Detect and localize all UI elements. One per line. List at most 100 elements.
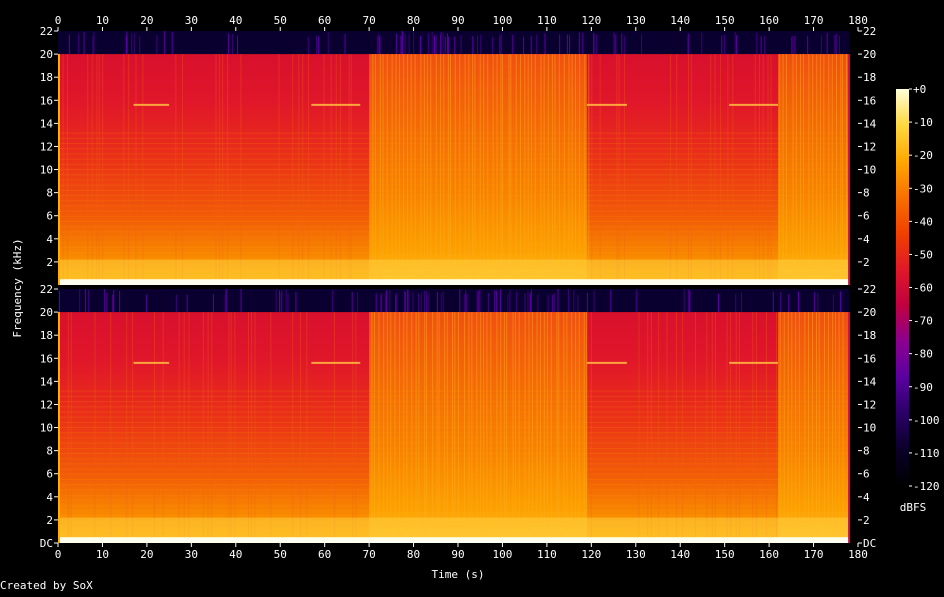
y-tick-label-left: 22	[40, 25, 53, 38]
channel-2-panel	[58, 289, 858, 543]
channel-1-panel	[58, 31, 858, 285]
x-tick-label-bottom: 40	[229, 548, 242, 561]
x-tick-label-bottom: 70	[362, 548, 375, 561]
x-tick-label-bottom: 50	[274, 548, 287, 561]
y-tick-label-right: 6	[863, 210, 870, 223]
y-tick-label-left: 12	[40, 398, 53, 411]
x-tick-label-bottom: 170	[804, 548, 824, 561]
x-tick-label-bottom: 100	[493, 548, 513, 561]
x-tick-label-bottom: 110	[537, 548, 557, 561]
post-audio-silence	[849, 31, 858, 285]
dc-band	[58, 537, 850, 543]
y-tick-label-right: 4	[863, 233, 870, 246]
y-tick-label-right: 4	[863, 491, 870, 504]
x-tick-label-top: 0	[55, 14, 62, 27]
y-tick-label-right: 12	[863, 140, 876, 153]
loud-section	[778, 312, 850, 543]
loud-section	[778, 54, 850, 285]
y-tick-label-right: 6	[863, 468, 870, 481]
colorbar-tick-label: -20	[913, 149, 933, 162]
y-tick-label-left: DC	[40, 537, 53, 550]
x-tick-label-bottom: 160	[759, 548, 779, 561]
y-tick-label-left: 14	[40, 375, 54, 388]
y-tick-label-left: 18	[40, 329, 53, 342]
footer-credit: Created by SoX	[0, 579, 93, 592]
x-tick-label-top: 100	[493, 14, 513, 27]
y-tick-label-right: 2	[863, 256, 870, 269]
x-tick-label-bottom: 150	[715, 548, 735, 561]
y-tick-label-right: 20	[863, 48, 876, 61]
x-tick-label-top: 170	[804, 14, 824, 27]
x-tick-label-top: 10	[96, 14, 109, 27]
y-tick-label-left: 6	[46, 468, 53, 481]
colorbar-label: dBFS	[900, 501, 927, 514]
x-tick-label-top: 110	[537, 14, 557, 27]
y-tick-label-left: 16	[40, 352, 53, 365]
x-tick-label-bottom: 90	[451, 548, 464, 561]
y-tick-label-left: 8	[46, 187, 53, 200]
above-cutoff-region	[58, 31, 858, 55]
x-tick-label-bottom: 10	[96, 548, 109, 561]
x-tick-label-top: 30	[185, 14, 198, 27]
y-tick-label-right: 20	[863, 306, 876, 319]
y-tick-label-right: 18	[863, 71, 876, 84]
x-tick-label-top: 90	[451, 14, 464, 27]
y-tick-label-left: 2	[46, 256, 53, 269]
above-cutoff-region	[58, 289, 858, 313]
colorbar-tick-label: +0	[913, 83, 926, 96]
x-tick-label-bottom: 120	[581, 548, 601, 561]
y-tick-label-right: 14	[863, 375, 877, 388]
y-tick-label-right: 16	[863, 94, 876, 107]
x-tick-label-bottom: 180	[848, 548, 868, 561]
x-tick-label-bottom: 0	[55, 548, 62, 561]
x-tick-label-top: 180	[848, 14, 868, 27]
start-edge	[58, 312, 60, 543]
colorbar-tick-label: -90	[913, 381, 933, 394]
y-tick-label-left: 20	[40, 48, 53, 61]
y-tick-label-left: 8	[46, 445, 53, 458]
colorbar-tick-label: -60	[913, 282, 933, 295]
x-tick-label-top: 70	[362, 14, 375, 27]
y-tick-label-left: 10	[40, 422, 53, 435]
colorbar-tick-label: -110	[913, 447, 940, 460]
y-tick-label-right: 10	[863, 164, 876, 177]
x-tick-label-bottom: 130	[626, 548, 646, 561]
x-tick-label-bottom: 20	[140, 548, 153, 561]
y-tick-label-right: 18	[863, 329, 876, 342]
y-tick-label-left: 4	[46, 491, 53, 504]
y-tick-label-right: 2	[863, 514, 870, 527]
post-audio-silence	[849, 289, 858, 543]
y-tick-label-left: 2	[46, 514, 53, 527]
x-tick-label-top: 140	[670, 14, 690, 27]
colorbar	[896, 89, 909, 486]
x-tick-label-top: 60	[318, 14, 331, 27]
x-tick-label-bottom: 80	[407, 548, 420, 561]
y-tick-label-right: DC	[863, 537, 876, 550]
colorbar-tick-label: -30	[913, 182, 933, 195]
y-tick-label-right: 22	[863, 283, 876, 296]
y-tick-label-right: 12	[863, 398, 876, 411]
x-axis-label: Time (s)	[432, 568, 485, 581]
loud-section	[369, 54, 587, 285]
colorbar-tick-label: -10	[913, 116, 933, 129]
x-tick-label-top: 50	[274, 14, 287, 27]
y-tick-label-left: 16	[40, 94, 53, 107]
x-tick-label-top: 20	[140, 14, 153, 27]
dc-band	[58, 279, 850, 285]
colorbar-tick-label: -100	[913, 414, 940, 427]
colorbar-tick-label: -50	[913, 248, 933, 261]
x-tick-label-top: 80	[407, 14, 420, 27]
start-edge	[58, 54, 60, 285]
colorbar-tick-label: -120	[913, 480, 940, 493]
y-axis-label: Frequency (kHz)	[11, 238, 24, 337]
y-tick-label-left: 12	[40, 140, 53, 153]
x-tick-label-top: 40	[229, 14, 242, 27]
y-tick-label-left: 22	[40, 283, 53, 296]
colorbar-tick-label: -80	[913, 348, 933, 361]
y-tick-label-left: 20	[40, 306, 53, 319]
y-tick-label-right: 8	[863, 445, 870, 458]
loud-section	[369, 312, 587, 543]
x-tick-label-top: 150	[715, 14, 735, 27]
